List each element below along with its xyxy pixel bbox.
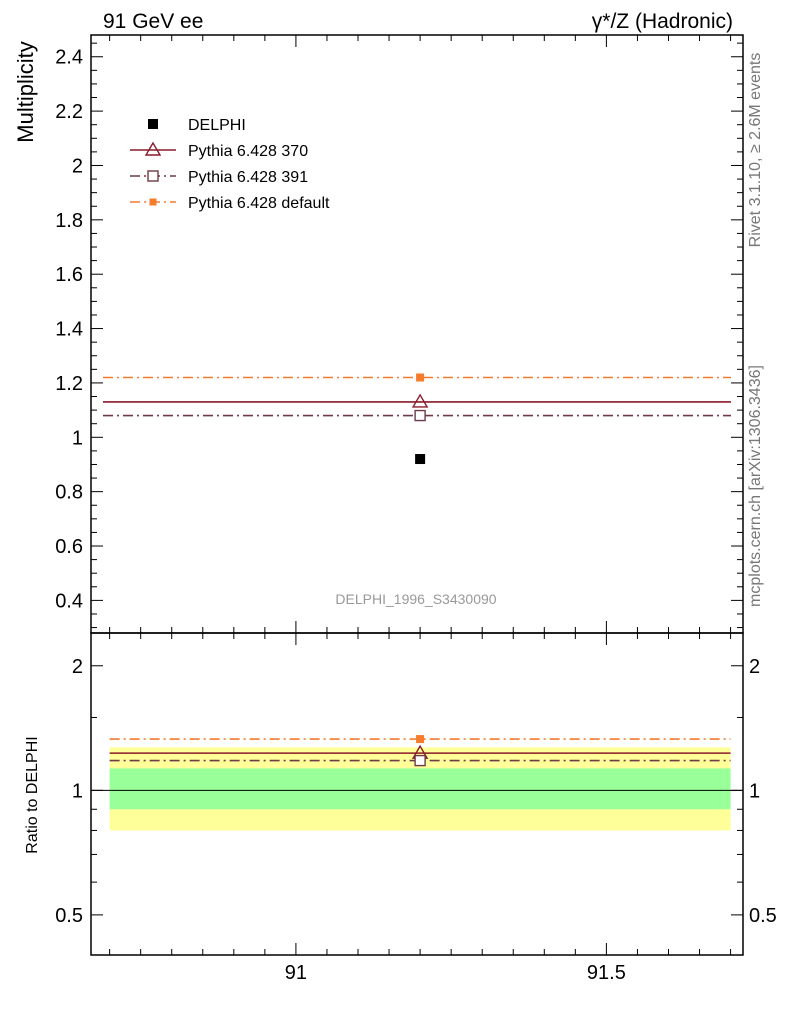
rivet-label: Rivet 3.1.10, ≥ 2.6M events [747, 53, 764, 248]
legend-marker-0 [148, 119, 158, 129]
y-tick-label: 0.6 [55, 536, 83, 558]
y-tick-label: 1.4 [55, 319, 83, 341]
ratio-y-tick-label: 0.5 [55, 905, 83, 927]
ratio-y-tick-label-right: 0.5 [749, 905, 777, 927]
ratio-y-tick-label-right: 1 [749, 780, 760, 802]
legend-label-1: Pythia 6.428 370 [188, 143, 308, 160]
data-point-3 [416, 373, 425, 382]
mcplots-label: mcplots.cern.ch [arXiv:1306.3436] [747, 365, 764, 607]
analysis-id: DELPHI_1996_S3430090 [335, 591, 496, 607]
main-ylabel: Multiplicity [13, 41, 38, 142]
data-point-0 [415, 454, 426, 465]
data-point-2 [414, 409, 426, 422]
main-panel: 0.4 0.6 0.8 1 1.2 1.4 1.6 1.8 2 2.2 2.4 [55, 34, 744, 634]
y-tick-label: 1 [72, 427, 83, 449]
y-tick-label: 1.6 [55, 264, 83, 286]
y-tick-label: 2.2 [55, 101, 83, 123]
data-point-1 [411, 393, 429, 408]
ratio-point-1 [414, 754, 426, 767]
band-inner [109, 768, 731, 810]
ratio-y-tick-label-right: 2 [749, 656, 760, 678]
y-tick-label: 1.8 [55, 210, 83, 232]
header-left: 91 GeV ee [103, 10, 203, 33]
y-tick-label: 2 [72, 155, 83, 177]
ratio-point-2 [416, 735, 425, 744]
y-tick-label: 0.4 [55, 590, 83, 612]
ratio-y-tick-label: 2 [72, 656, 83, 678]
ratio-ylabel: Ratio to DELPHI [24, 736, 41, 853]
y-tick-label: 1.2 [55, 373, 83, 395]
y-tick-label: 0.8 [55, 482, 83, 504]
ratio-panel: 0.5 0.5 1 1 2 2 91 91.5 [55, 632, 777, 984]
ratio-y-tick-label: 1 [72, 780, 83, 802]
x-tick-label: 91.5 [587, 962, 626, 984]
x-tick-label: 91 [285, 962, 307, 984]
legend-label-2: Pythia 6.428 391 [188, 169, 308, 186]
legend-marker-3 [149, 198, 157, 206]
legend-marker-1 [144, 141, 162, 156]
legend-label-0: DELPHI [188, 117, 246, 134]
header-right: γ*/Z (Hadronic) [592, 10, 733, 33]
legend-marker-2 [147, 170, 159, 182]
legend-label-3: Pythia 6.428 default [188, 195, 330, 212]
ratio-frame [90, 632, 744, 956]
y-tick-label: 2.4 [55, 47, 83, 69]
legend: DELPHI Pythia 6.428 370 Pythia 6.428 391 Py… [130, 117, 330, 212]
